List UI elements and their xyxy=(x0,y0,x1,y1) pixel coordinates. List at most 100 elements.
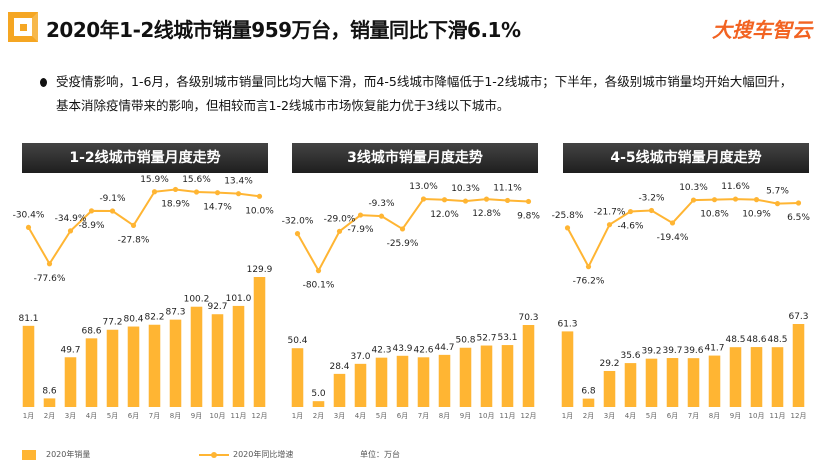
x-tick-label: 5月 xyxy=(376,412,387,420)
yoy-point xyxy=(357,212,364,218)
bar xyxy=(645,358,658,407)
bar xyxy=(396,355,409,407)
section-logo-icon xyxy=(8,12,38,42)
yoy-point xyxy=(732,196,739,202)
bar xyxy=(43,398,56,407)
yoy-point xyxy=(214,190,221,196)
bar-value-label: 41.7 xyxy=(704,344,724,354)
bar xyxy=(312,401,325,407)
yoy-value-label: -80.1% xyxy=(303,281,335,291)
x-tick-label: 4月 xyxy=(86,412,97,420)
yoy-point xyxy=(193,189,200,195)
yoy-point xyxy=(606,222,613,228)
yoy-point xyxy=(151,189,158,195)
x-tick-label: 1月 xyxy=(23,412,34,420)
yoy-point xyxy=(627,208,634,215)
yoy-point xyxy=(315,268,322,274)
bar-value-label: 37.0 xyxy=(350,352,370,362)
legend-bar-swatch xyxy=(22,449,36,460)
yoy-point xyxy=(256,193,263,199)
bar xyxy=(603,370,616,407)
brand-logo: 大搜车智云 xyxy=(712,18,812,42)
bar xyxy=(459,347,472,407)
yoy-point xyxy=(109,208,116,214)
bar xyxy=(211,314,224,407)
yoy-line xyxy=(566,198,799,269)
bar-value-label: 87.3 xyxy=(165,308,185,318)
bar-value-label: 68.6 xyxy=(81,326,101,336)
legend-bar-label: 2020年销量 xyxy=(46,450,91,459)
bar-value-label: 48.5 xyxy=(767,335,787,345)
yoy-value-label: 12.8% xyxy=(472,209,501,219)
yoy-point xyxy=(46,261,53,267)
yoy-value-label: 10.0% xyxy=(245,206,274,216)
bar xyxy=(85,338,98,407)
yoy-point xyxy=(711,197,718,203)
x-tick-label: 8月 xyxy=(439,412,450,420)
unit-label: 单位：万台 xyxy=(360,450,400,459)
yoy-value-label: 12.0% xyxy=(430,210,459,220)
bar-value-label: 39.6 xyxy=(683,346,703,356)
yoy-value-label: -32.0% xyxy=(282,217,314,227)
x-tick-label: 11月 xyxy=(500,412,516,420)
bar xyxy=(22,325,35,407)
x-tick-label: 8月 xyxy=(709,412,720,420)
legend-line: 2020年同比增速 xyxy=(199,449,293,460)
x-tick-label: 11月 xyxy=(770,412,786,420)
bar xyxy=(64,357,77,407)
yoy-point xyxy=(648,207,655,214)
yoy-point xyxy=(525,198,532,205)
x-tick-label: 4月 xyxy=(625,412,636,420)
bar xyxy=(750,347,763,407)
bar xyxy=(232,305,245,407)
bar-value-label: 42.6 xyxy=(413,345,433,355)
bar-value-label: 77.2 xyxy=(102,318,122,328)
bar xyxy=(582,398,595,407)
x-tick-label: 6月 xyxy=(128,412,139,420)
yoy-value-label: -76.2% xyxy=(573,277,605,287)
x-tick-label: 10月 xyxy=(479,412,495,420)
bar-value-label: 48.6 xyxy=(746,335,766,345)
yoy-value-label: -4.6% xyxy=(617,222,644,232)
page-title: 2020年1-2线城市销量959万台，销量同比下滑6.1% xyxy=(46,18,521,42)
x-tick-label: 2月 xyxy=(313,412,324,420)
bar-value-label: 61.3 xyxy=(557,319,577,329)
bar-value-label: 8.6 xyxy=(42,386,57,396)
yoy-value-label: -77.6% xyxy=(34,274,66,284)
bar xyxy=(375,357,388,407)
yoy-value-label: -19.4% xyxy=(657,233,689,243)
yoy-point xyxy=(774,201,781,207)
yoy-value-label: 14.7% xyxy=(203,203,232,213)
x-tick-label: 10月 xyxy=(749,412,765,420)
yoy-point xyxy=(795,200,802,206)
yoy-value-label: 13.0% xyxy=(409,182,438,192)
yoy-value-label: -34.9% xyxy=(55,214,87,224)
bar xyxy=(106,329,119,407)
bar xyxy=(148,324,161,407)
x-tick-label: 7月 xyxy=(418,412,429,420)
x-tick-label: 12月 xyxy=(791,412,807,420)
legend-line-swatch xyxy=(199,451,229,458)
yoy-value-label: -25.9% xyxy=(387,239,419,249)
yoy-value-label: -9.3% xyxy=(368,199,395,209)
bar-value-label: 39.7 xyxy=(662,346,682,356)
yoy-value-label: 15.9% xyxy=(140,175,169,185)
chart-title-tier45: 4-5线城市销量月度走势 xyxy=(563,143,809,173)
bar-value-label: 50.4 xyxy=(287,336,307,346)
yoy-point xyxy=(294,231,301,237)
bar xyxy=(333,373,346,407)
yoy-value-label: -21.7% xyxy=(594,208,626,218)
bar-value-label: 49.7 xyxy=(60,345,80,355)
x-tick-label: 4月 xyxy=(355,412,366,420)
yoy-value-label: -7.9% xyxy=(347,225,374,235)
x-tick-label: 1月 xyxy=(562,412,573,420)
bar-value-label: 39.2 xyxy=(641,347,661,357)
x-tick-label: 12月 xyxy=(521,412,537,420)
bar xyxy=(561,331,574,407)
x-tick-label: 3月 xyxy=(604,412,615,420)
yoy-value-label: -29.0% xyxy=(324,214,356,224)
bar xyxy=(291,348,304,407)
yoy-value-label: -3.2% xyxy=(638,193,665,203)
yoy-point xyxy=(669,220,676,226)
